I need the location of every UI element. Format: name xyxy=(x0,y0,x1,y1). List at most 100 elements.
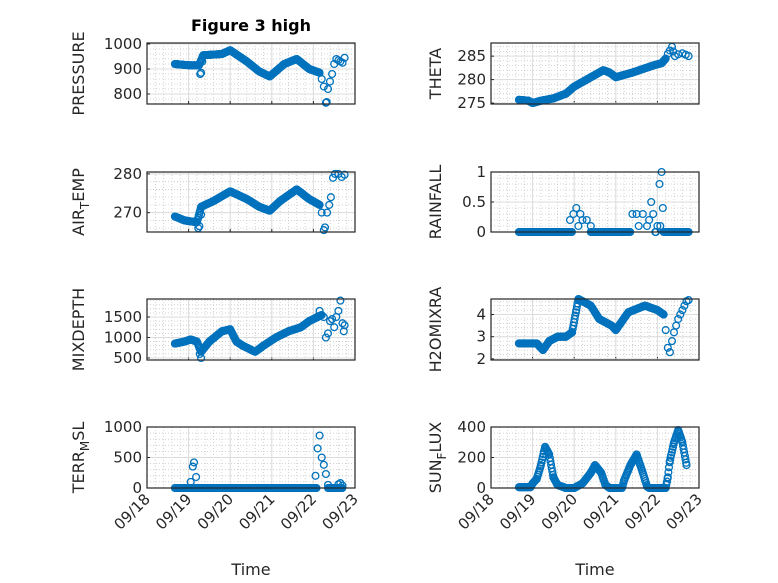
y-axis-label: AIRTEMP xyxy=(69,168,92,236)
y-tick-label: 800 xyxy=(113,85,142,103)
data-point xyxy=(574,221,583,231)
y-axis-label: RAINFALL xyxy=(426,165,445,240)
y-tick-label: 0 xyxy=(476,223,486,241)
y-tick-label: 400 xyxy=(457,418,486,436)
data-point xyxy=(322,97,331,107)
y-tick-label: 900 xyxy=(113,60,142,78)
data-point xyxy=(330,323,339,332)
data-point xyxy=(325,77,335,86)
x-tick-label: 09/21 xyxy=(235,490,278,533)
data-point xyxy=(321,98,330,107)
data-point xyxy=(665,348,674,357)
x-axis-label: Time xyxy=(230,560,270,579)
x-tick-label: 09/19 xyxy=(496,490,539,533)
data-point xyxy=(649,209,658,219)
data-point xyxy=(325,317,335,326)
x-tick-label: 09/20 xyxy=(538,490,581,533)
data-point xyxy=(192,472,201,482)
data-point xyxy=(338,319,347,328)
data-point xyxy=(628,209,637,219)
y-tick-label: 280 xyxy=(457,71,486,89)
data-point xyxy=(663,343,672,352)
y-tick-label: 500 xyxy=(113,349,142,367)
y-tick-label: 1000 xyxy=(104,418,142,436)
subplot-sun-flux: 09/1809/1909/2009/2109/2209/230200400SUN… xyxy=(426,418,706,579)
data-point xyxy=(315,306,324,315)
data-point xyxy=(313,444,322,453)
data-point xyxy=(653,221,662,231)
data-point xyxy=(189,458,199,467)
data-point xyxy=(321,469,330,479)
data-point xyxy=(340,321,349,330)
data-point xyxy=(328,69,337,79)
data-point xyxy=(186,477,195,486)
data-point xyxy=(336,296,345,305)
data-point xyxy=(325,200,334,209)
data-point xyxy=(340,170,349,179)
axes-box xyxy=(146,426,356,489)
y-axis-label: SUNFLUX xyxy=(426,422,449,494)
data-point xyxy=(317,208,326,217)
y-tick-label: 3 xyxy=(476,328,486,346)
data-point xyxy=(681,455,690,464)
data-point xyxy=(667,337,677,346)
data-point xyxy=(578,215,587,225)
figure-title: Figure 3 high xyxy=(191,16,311,35)
data-point xyxy=(680,301,689,310)
axes-box xyxy=(146,42,356,105)
data-point xyxy=(638,209,647,219)
y-axis-label: MIXDEPTH xyxy=(69,288,88,371)
data-point xyxy=(661,326,670,335)
subplot-rainfall: 0 0.5 1 RAINFALL xyxy=(426,163,700,241)
data-point xyxy=(323,329,333,338)
axes-box xyxy=(490,171,700,233)
axes-box xyxy=(146,171,356,233)
data-point xyxy=(319,312,328,322)
data-point xyxy=(676,310,685,319)
axes-box xyxy=(490,426,700,489)
data-point xyxy=(323,84,333,94)
data-point xyxy=(334,306,343,315)
y-tick-label: 285 xyxy=(457,47,486,65)
y-tick-label: 4 xyxy=(476,306,486,324)
x-tick-label: 09/19 xyxy=(152,490,195,533)
data-point xyxy=(586,221,595,231)
data-point xyxy=(197,210,206,219)
y-tick-label: 280 xyxy=(113,165,142,183)
subplot-pressure: 800 900 1000 PRESSURE xyxy=(69,31,356,116)
y-tick-label: 270 xyxy=(113,204,142,222)
data-point xyxy=(317,310,326,320)
subplot-theta: 275 280 285 THETA xyxy=(426,42,700,112)
x-tick-label: 09/20 xyxy=(194,490,237,533)
data-point xyxy=(582,215,591,225)
data-point xyxy=(684,296,693,305)
data-point xyxy=(565,215,575,225)
y-tick-label: 1000 xyxy=(104,328,142,346)
data-point xyxy=(647,197,656,207)
data-point xyxy=(319,82,328,91)
data-point xyxy=(663,473,672,482)
data-point xyxy=(328,173,338,182)
data-point xyxy=(330,169,340,178)
y-tick-label: 275 xyxy=(457,94,486,112)
data-point xyxy=(682,461,691,470)
data-point xyxy=(195,349,204,358)
y-tick-label: 200 xyxy=(457,449,486,467)
data-point xyxy=(572,203,581,213)
data-point xyxy=(338,481,347,490)
data-point xyxy=(684,52,693,61)
data-point xyxy=(678,306,687,315)
data-point xyxy=(323,208,332,217)
subplot-h2omixra: 2 3 4 H2OMIXRA xyxy=(426,287,700,372)
data-point xyxy=(197,68,206,77)
y-tick-label: 0 xyxy=(132,479,142,497)
data-point xyxy=(658,203,667,213)
data-point xyxy=(328,315,337,324)
data-point xyxy=(338,58,347,67)
axes-box xyxy=(490,298,700,361)
x-tick-label: 09/22 xyxy=(621,490,664,533)
data-point xyxy=(664,468,673,477)
y-tick-label: 1500 xyxy=(104,308,142,326)
data-point xyxy=(317,453,326,462)
data-point xyxy=(197,353,206,363)
